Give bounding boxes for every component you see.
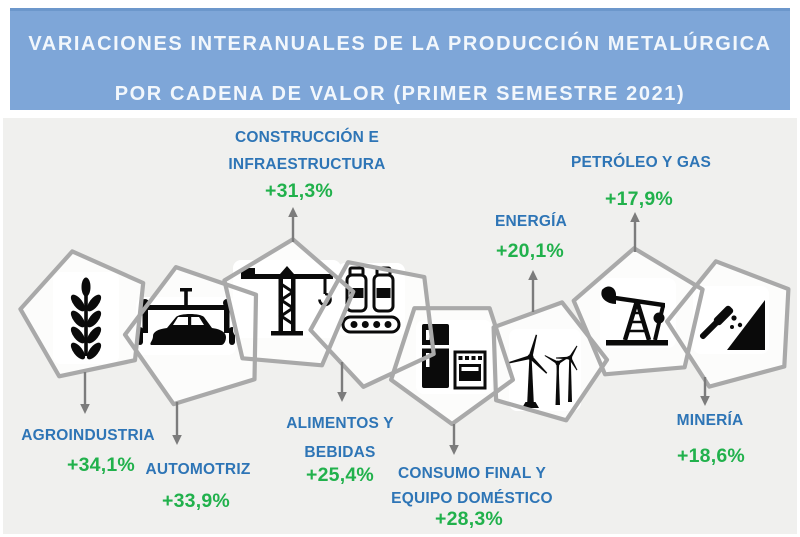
sector-label-line: EQUIPO DOMÉSTICO [391,490,553,507]
sector-value-petroleo: +17,9% [605,188,673,210]
arrow-up-construccion [288,207,298,242]
arrow-down-mineria [700,377,710,406]
arrow-down-automotriz [172,402,182,445]
sector-label-alimentos: ALIMENTOS Y BEBIDAS [240,409,440,467]
sector-label-automotriz: AUTOMOTRIZ [98,461,298,479]
sector-value-alimentos: +25,4% [306,464,374,486]
pentagon-outline-alimentos [308,260,436,389]
sector-label-line: MINERÍA [676,412,744,429]
sector-label-consumo: CONSUMO FINAL Y EQUIPO DOMÉSTICO [372,461,572,511]
pentagon-outline-petroleo [571,246,705,377]
sector-value-agroindustria: +34,1% [67,454,135,476]
sector-label-line: AUTOMOTRIZ [145,461,251,478]
page-title-line1: VARIACIONES INTERANUALES DE LA PRODUCCIÓ… [28,33,772,55]
fridge-stove-icon [416,320,492,394]
arrow-down-consumo [449,424,459,455]
sector-icons [53,260,769,411]
sector-label-line: INFRAESTRUCTURA [228,156,386,173]
pentagon-outline-energia [491,300,610,423]
title-banner: VARIACIONES INTERANUALES DE LA PRODUCCIÓ… [10,8,790,110]
sector-label-line: CONSUMO FINAL Y [398,465,546,482]
sector-label-line: PETRÓLEO Y GAS [570,154,712,171]
pentagon-outlines [18,237,791,427]
sector-value-energia: +20,1% [496,240,564,262]
sector-label-line: CONSTRUCCIÓN E [234,129,380,146]
sector-value-automotriz: +33,9% [162,490,230,512]
sector-value-construccion: +31,3% [265,180,333,202]
arrow-up-petroleo [630,212,640,252]
sector-label-line: BEBIDAS [304,444,376,461]
page-title-line2: POR CADENA DE VALOR (PRIMER SEMESTRE 202… [114,83,686,105]
sector-value-mineria: +18,6% [677,445,745,467]
sector-label-mineria: MINERÍA [610,412,800,430]
sector-value-consumo: +28,3% [435,508,503,530]
wind-turbines-icon [508,329,581,411]
hammer-rocks-icon [693,286,769,354]
sector-label-line: AGROINDUSTRIA [21,427,155,444]
wheat-icon [53,272,119,364]
connector-arrows [80,207,710,455]
sector-label-construccion: CONSTRUCCIÓN E INFRAESTRUCTURA [207,124,407,178]
tower-crane-icon [233,260,341,338]
pump-jack-icon [600,278,676,348]
arrow-up-energia [528,270,538,312]
pentagon-outline-mineria [664,259,791,389]
pentagon-outline-automotriz [122,265,259,407]
pentagon-outline-consumo [389,306,516,427]
sector-label-energia: ENERGÍA [431,213,631,231]
sector-label-agroindustria: AGROINDUSTRIA [0,427,188,445]
pentagon-outline-construccion [222,237,356,368]
arrow-down-alimentos [337,362,347,402]
sector-label-line: ALIMENTOS Y [286,415,394,432]
sector-label-line: ENERGÍA [494,213,568,230]
pentagon-outline-agroindustria [18,249,146,379]
bottles-conveyor-icon [337,263,405,336]
sector-label-petroleo: PETRÓLEO Y GAS [541,154,741,172]
arrow-down-agroindustria [80,372,90,414]
